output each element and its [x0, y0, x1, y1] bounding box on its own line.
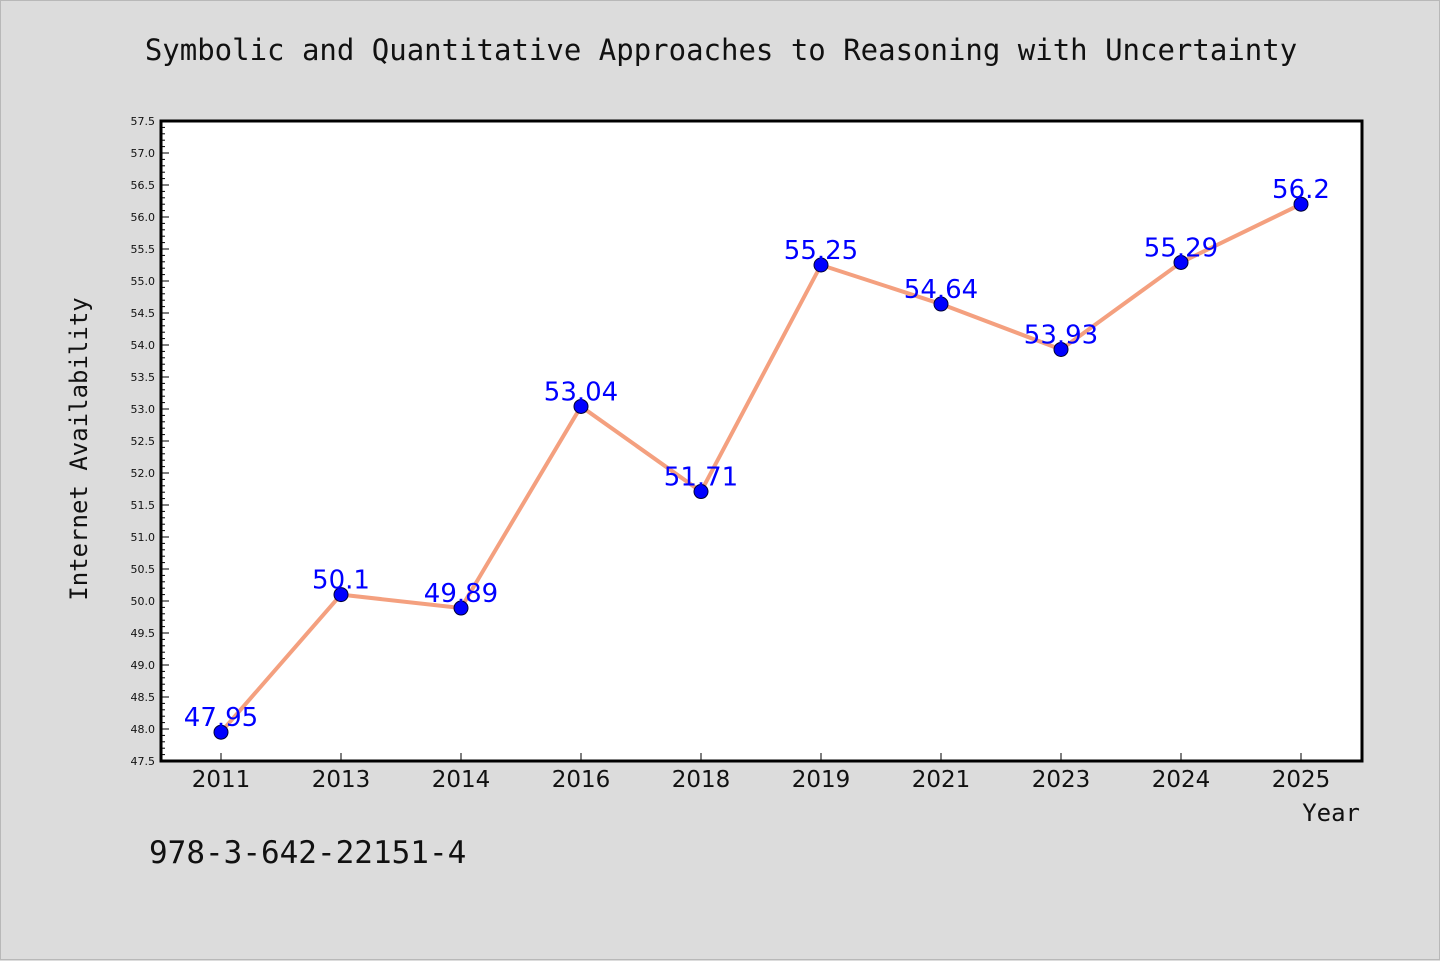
y-tick-label: 57.5	[131, 115, 156, 128]
x-tick-label: 2016	[552, 767, 611, 793]
y-tick-label: 51.0	[131, 531, 156, 544]
data-point	[693, 484, 709, 500]
x-tick-label: 2021	[912, 767, 971, 793]
x-tick-label: 2024	[1152, 767, 1211, 793]
y-tick-label: 55.0	[131, 275, 156, 288]
data-point	[1293, 196, 1309, 212]
x-tick-label: 2019	[792, 767, 851, 793]
isbn-text: 978-3-642-22151-4	[149, 835, 467, 871]
data-label: 53.93	[1024, 320, 1098, 350]
x-tick-label: 2014	[432, 767, 491, 793]
data-label: 55.29	[1144, 233, 1218, 263]
y-tick-label: 48.0	[131, 723, 156, 736]
chart-title: Symbolic and Quantitative Approaches to …	[144, 33, 1298, 67]
data-point	[933, 296, 949, 312]
y-tick-label: 57.0	[131, 147, 156, 160]
x-tick-label: 2011	[192, 767, 251, 793]
y-tick-label: 53.0	[131, 403, 156, 416]
data-label: 53.04	[544, 377, 618, 407]
data-point	[333, 587, 349, 603]
x-tick-label: 2023	[1032, 767, 1091, 793]
y-tick-label: 53.5	[131, 371, 156, 384]
x-tick-label: 2018	[672, 767, 731, 793]
y-tick-label: 49.0	[131, 659, 156, 672]
data-label: 50.1	[312, 566, 370, 596]
data-point	[573, 398, 589, 414]
data-point	[813, 257, 829, 273]
y-tick-label: 48.5	[131, 691, 156, 704]
plot-frame	[159, 119, 1364, 763]
x-tick-label: 2025	[1272, 767, 1331, 793]
data-point	[1173, 254, 1189, 270]
data-point	[213, 724, 229, 740]
y-tick-label: 55.5	[131, 243, 156, 256]
y-tick-label: 56.5	[131, 179, 156, 192]
data-label: 47.95	[184, 703, 258, 733]
data-label: 49.89	[424, 579, 498, 609]
plot-area	[161, 121, 1362, 761]
y-tick-label: 54.5	[131, 307, 156, 320]
y-tick-label: 49.5	[131, 627, 156, 640]
x-axis-title: Year	[1302, 799, 1360, 827]
series-line	[219, 202, 1302, 734]
y-tick-label: 47.5	[131, 755, 156, 768]
y-tick-label: 51.5	[131, 499, 156, 512]
y-tick-label: 54.0	[131, 339, 156, 352]
data-label: 56.2	[1272, 175, 1330, 205]
y-axis-title: Internet Availability	[65, 297, 93, 600]
data-point	[1053, 341, 1069, 357]
y-tick-label: 50.0	[131, 595, 156, 608]
y-tick-label: 56.0	[131, 211, 156, 224]
x-tick-label: 2013	[312, 767, 371, 793]
y-tick-label: 52.5	[131, 435, 156, 448]
data-label: 54.64	[904, 275, 978, 305]
y-tick-label: 50.5	[131, 563, 156, 576]
data-label: 51.71	[664, 463, 738, 493]
data-label: 55.25	[784, 236, 858, 266]
y-tick-label: 52.0	[131, 467, 156, 480]
data-point	[453, 600, 469, 616]
